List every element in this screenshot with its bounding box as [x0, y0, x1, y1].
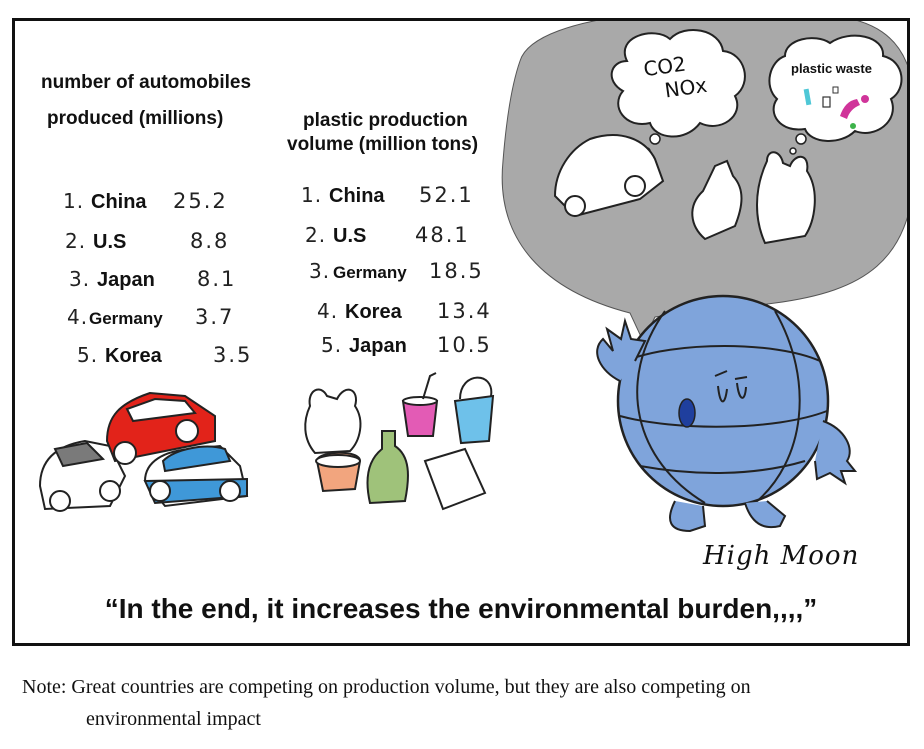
- note-line2: environmental impact: [86, 708, 261, 730]
- rank-value: 3.7: [195, 305, 235, 329]
- rank-country: U.S: [93, 231, 127, 253]
- plastic-heading: plastic production volume (million tons): [287, 109, 478, 158]
- illustration: [38, 21, 907, 533]
- plastic-rank-4: 4. Korea 13.4: [317, 299, 490, 324]
- rank-number: 4.: [317, 299, 339, 323]
- rank-value: 10.5: [437, 333, 492, 357]
- rank-number: 3.: [309, 259, 331, 283]
- rank-value: 8.1: [197, 267, 237, 291]
- bubble-bag-icon: [756, 151, 816, 245]
- rank-country: China: [329, 185, 385, 207]
- co2-cloud: [610, 29, 746, 138]
- comic-panel: number of automobiles produced (millions…: [12, 18, 910, 646]
- rank-value: 8.8: [190, 229, 230, 253]
- cars-heading: number of automobiles produced (millions…: [41, 71, 251, 132]
- cars-rank-1: 1. China 25.2: [63, 189, 226, 214]
- rank-country: U.S: [333, 225, 367, 247]
- rank-country: China: [91, 191, 147, 213]
- rank-number: 3.: [69, 267, 91, 291]
- rank-value: 52.1: [419, 183, 474, 207]
- plastic-heading-line1: plastic production: [303, 110, 468, 131]
- plastics-pile: [304, 372, 495, 511]
- cars-rank-5: 5. Korea 3.5: [77, 343, 250, 368]
- rank-number: 5.: [321, 333, 343, 357]
- rank-number: 2.: [65, 229, 87, 253]
- bubble-car-icon: [553, 134, 665, 218]
- rank-country: Korea: [105, 345, 162, 367]
- rank-country: Japan: [97, 269, 155, 291]
- cars-heading-line1: number of automobiles: [41, 72, 252, 93]
- rank-country: Japan: [349, 335, 407, 357]
- cars-heading-line2: produced (millions): [47, 108, 224, 130]
- rank-value: 3.5: [213, 343, 253, 367]
- rank-number: 2.: [305, 223, 327, 247]
- rank-country: Germany: [89, 309, 163, 328]
- note-text: Note: Great countries are competing on p…: [22, 671, 902, 735]
- rank-value: 18.5: [429, 259, 484, 283]
- rank-number: 4.: [67, 305, 89, 329]
- cars-rank-4: 4.Germany 3.7: [67, 305, 232, 329]
- rank-value: 25.2: [173, 189, 228, 213]
- plastic-heading-line2: volume (million tons): [287, 134, 479, 156]
- plastic-rank-2: 2. U.S 48.1: [305, 223, 468, 248]
- signature: High Moon: [703, 541, 860, 571]
- plastic-waste-label: plastic waste: [791, 61, 872, 76]
- note-line1: Note: Great countries are competing on p…: [22, 676, 751, 698]
- plastic-rank-3: 3. Germany 18.5: [309, 259, 482, 283]
- rank-number: 1.: [63, 189, 85, 213]
- cars-rank-3: 3. Japan 8.1: [69, 267, 234, 292]
- co2-nox-text: CO2 NOx: [642, 49, 709, 105]
- cars-rank-2: 2. U.S 8.8: [65, 229, 227, 254]
- rank-number: 5.: [77, 343, 99, 367]
- globe-icon: [596, 294, 858, 533]
- rank-value: 48.1: [415, 223, 470, 247]
- rank-country: Germany: [333, 263, 407, 282]
- bubble-bottle-icon: [691, 159, 743, 241]
- quote-caption: “In the end, it increases the environmen…: [104, 593, 818, 624]
- plastic-rank-5: 5. Japan 10.5: [321, 333, 490, 358]
- rank-country: Korea: [345, 301, 402, 323]
- cars-pile: [38, 391, 249, 512]
- rank-value: 13.4: [437, 299, 492, 323]
- rank-number: 1.: [301, 183, 323, 207]
- plastic-rank-1: 1. China 52.1: [301, 183, 472, 208]
